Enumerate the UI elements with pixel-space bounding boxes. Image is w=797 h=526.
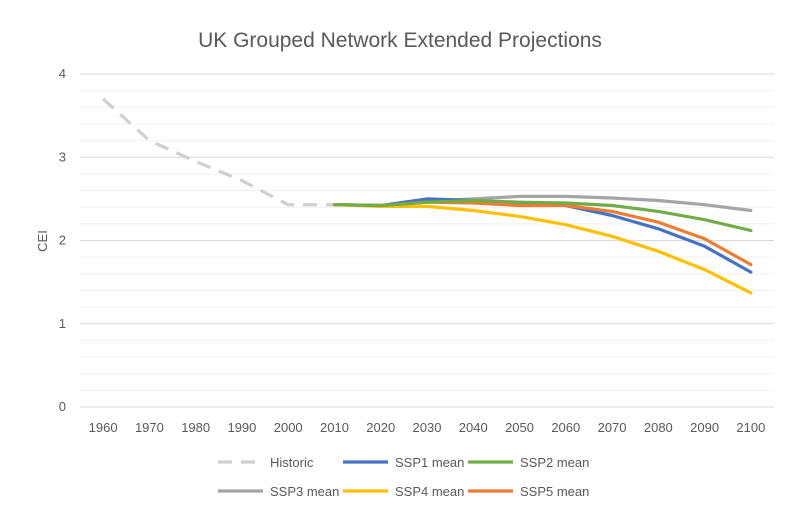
y-tick-label: 0 (59, 399, 66, 414)
series-line-ssp2-mean (332, 198, 753, 233)
x-tick-label: 1960 (89, 420, 118, 435)
series-line-ssp5-mean (332, 200, 753, 267)
y-tick-label: 3 (59, 149, 66, 164)
y-tick-label: 4 (59, 66, 66, 81)
y-axis-label: CEI (35, 230, 50, 252)
legend-label: SSP1 mean (395, 455, 464, 470)
legend-label: SSP5 mean (520, 484, 589, 499)
x-axis-ticks: 1960 1970 1980 1990 2000 2010 2020 2030 2040 2050… (89, 420, 766, 435)
legend: Historic SSP1 mean SSP2 mean SSP3 mean SSP4 … (218, 455, 589, 499)
gridlines (80, 73, 774, 408)
x-tick-label: 2020 (366, 420, 395, 435)
y-tick-label: 1 (59, 316, 66, 331)
y-tick-label: 2 (59, 233, 66, 248)
x-tick-label: 2090 (690, 420, 719, 435)
chart-title: UK Grouped Network Extended Projections (198, 29, 602, 52)
x-tick-label: 2080 (644, 420, 673, 435)
x-tick-label: 1980 (181, 420, 210, 435)
x-tick-label: 2010 (320, 420, 349, 435)
series-line-ssp4-mean (332, 203, 753, 295)
x-tick-label: 1970 (135, 420, 164, 435)
x-tick-label: 1990 (227, 420, 256, 435)
y-axis-ticks: 0 1 2 3 4 (59, 66, 66, 414)
legend-label: SSP3 mean (270, 484, 339, 499)
x-tick-label: 2100 (736, 420, 765, 435)
x-tick-label: 2030 (413, 420, 442, 435)
x-tick-label: 2000 (274, 420, 303, 435)
series-line-ssp1-mean (332, 197, 753, 274)
x-tick-label: 2050 (505, 420, 534, 435)
x-tick-label: 2060 (551, 420, 580, 435)
x-tick-label: 2070 (598, 420, 627, 435)
legend-label: SSP2 mean (520, 455, 589, 470)
legend-label: SSP4 mean (395, 484, 464, 499)
x-tick-label: 2040 (459, 420, 488, 435)
series-lines (102, 97, 753, 295)
legend-label: Historic (270, 455, 314, 470)
series-line-historic (102, 97, 335, 207)
